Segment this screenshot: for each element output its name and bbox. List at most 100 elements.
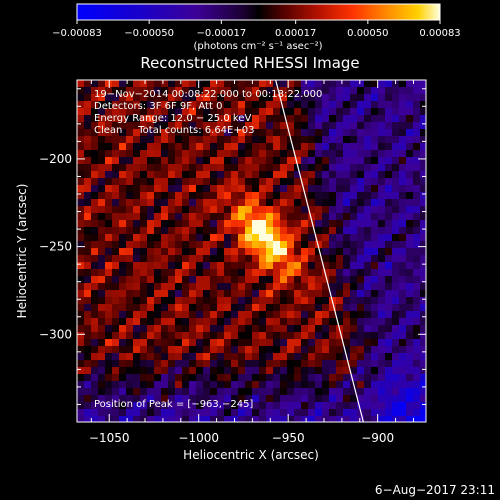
heatmap-cell <box>392 87 400 95</box>
heatmap-cell <box>196 346 204 354</box>
heatmap-cell <box>161 157 169 165</box>
heatmap-cell <box>161 178 169 186</box>
heatmap-cell <box>413 332 421 340</box>
heatmap-cell <box>217 220 225 228</box>
heatmap-cell <box>413 178 421 186</box>
heatmap-cell <box>392 276 400 284</box>
heatmap-cell <box>140 213 148 221</box>
heatmap-cell <box>378 318 386 326</box>
heatmap-cell <box>420 297 426 305</box>
heatmap-cell <box>196 115 204 123</box>
heatmap-cell <box>343 381 351 389</box>
heatmap-cell <box>336 220 344 228</box>
heatmap-cell <box>392 150 400 158</box>
heatmap-cell <box>238 388 246 396</box>
heatmap-cell <box>266 416 274 422</box>
heatmap-cell <box>238 241 246 249</box>
heatmap-cell <box>77 262 85 270</box>
heatmap-cell <box>175 206 183 214</box>
heatmap-cell <box>350 192 358 200</box>
heatmap-cell <box>140 276 148 284</box>
heatmap-cell <box>161 192 169 200</box>
heatmap-cell <box>203 269 211 277</box>
heatmap-cell <box>301 80 309 88</box>
heatmap-cell <box>119 395 127 403</box>
heatmap-cell <box>98 87 106 95</box>
heatmap-cell <box>322 262 330 270</box>
heatmap-cell <box>301 332 309 340</box>
heatmap-cell <box>154 206 162 214</box>
heatmap-cell <box>105 409 113 417</box>
heatmap-cell <box>266 325 274 333</box>
heatmap-cell <box>350 416 358 422</box>
heatmap-cell <box>224 206 232 214</box>
heatmap-cell <box>161 269 169 277</box>
heatmap-cell <box>168 374 176 382</box>
heatmap-cell <box>175 311 183 319</box>
heatmap-cell <box>91 255 99 263</box>
heatmap-cell <box>98 220 106 228</box>
heatmap-cell <box>175 290 183 298</box>
heatmap-cell <box>350 353 358 361</box>
heatmap-cell <box>196 297 204 305</box>
heatmap-cell <box>371 157 379 165</box>
heatmap-cell <box>245 255 253 263</box>
heatmap-cell <box>385 318 393 326</box>
y-axis-label: Heliocentric Y (arcsec) <box>15 184 29 319</box>
heatmap-cell <box>287 297 295 305</box>
heatmap-cell <box>336 143 344 151</box>
heatmap-cell <box>196 248 204 256</box>
heatmap-cell <box>420 402 426 410</box>
heatmap-cell <box>175 381 183 389</box>
heatmap-cell <box>224 325 232 333</box>
heatmap-cell <box>189 192 197 200</box>
heatmap-cell <box>126 255 134 263</box>
heatmap-cell <box>322 164 330 172</box>
heatmap-cell <box>343 157 351 165</box>
heatmap-cell <box>77 150 85 158</box>
heatmap-cell <box>350 150 358 158</box>
heatmap-cell <box>371 80 379 88</box>
heatmap-cell <box>238 339 246 347</box>
heatmap-cell <box>280 178 288 186</box>
heatmap-cell <box>315 276 323 284</box>
heatmap-cell <box>378 374 386 382</box>
heatmap-cell <box>287 276 295 284</box>
heatmap-cell <box>245 262 253 270</box>
heatmap-cell <box>336 115 344 123</box>
heatmap-cell <box>154 87 162 95</box>
heatmap-cell <box>245 248 253 256</box>
heatmap-cell <box>182 374 190 382</box>
heatmap-cell <box>133 318 141 326</box>
heatmap-cell <box>98 136 106 144</box>
heatmap-cell <box>364 115 372 123</box>
heatmap-cell <box>238 395 246 403</box>
heatmap-cell <box>420 136 426 144</box>
heatmap-cell <box>392 234 400 242</box>
heatmap-cell <box>273 248 281 256</box>
heatmap-cell <box>210 283 218 291</box>
heatmap-cell <box>322 290 330 298</box>
heatmap-cell <box>91 360 99 368</box>
heatmap-cell <box>301 269 309 277</box>
heatmap-cell <box>357 241 365 249</box>
heatmap-cell <box>133 339 141 347</box>
heatmap-cell <box>147 346 155 354</box>
colorbar-ticks: −0.00083 −0.00050 −0.00017 0.00017 0.00050 0.… <box>52 20 461 39</box>
heatmap-cell <box>119 262 127 270</box>
heatmap-cell <box>224 199 232 207</box>
heatmap-cell <box>77 157 85 165</box>
heatmap-cell <box>378 115 386 123</box>
heatmap-cell <box>91 402 99 410</box>
heatmap-cell <box>210 297 218 305</box>
heatmap-cell <box>84 199 92 207</box>
heatmap-cell <box>336 234 344 242</box>
heatmap-cell <box>364 276 372 284</box>
heatmap-cell <box>294 318 302 326</box>
heatmap-cell <box>280 213 288 221</box>
heatmap-cell <box>378 332 386 340</box>
heatmap-cell <box>224 164 232 172</box>
heatmap-cell <box>385 143 393 151</box>
heatmap-cell <box>287 332 295 340</box>
heatmap-cell <box>364 248 372 256</box>
